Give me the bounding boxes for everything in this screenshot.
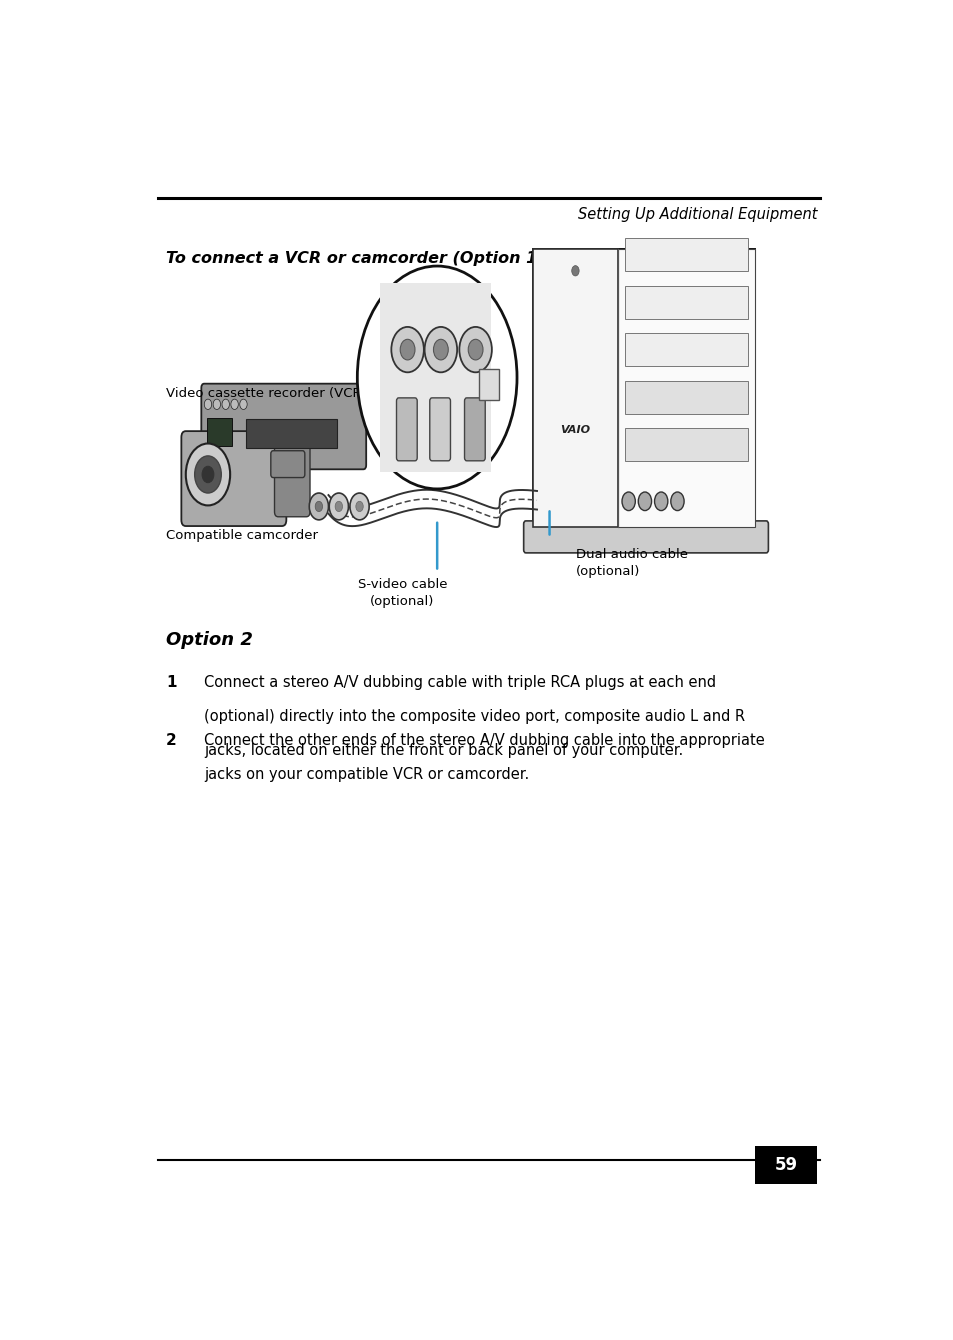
FancyBboxPatch shape xyxy=(533,248,617,527)
Circle shape xyxy=(202,466,213,482)
Text: Option 2: Option 2 xyxy=(166,631,253,649)
Circle shape xyxy=(329,493,348,520)
Circle shape xyxy=(400,339,415,360)
FancyBboxPatch shape xyxy=(274,441,310,517)
FancyBboxPatch shape xyxy=(464,398,485,461)
Circle shape xyxy=(194,456,221,493)
Circle shape xyxy=(309,493,328,520)
FancyBboxPatch shape xyxy=(533,248,755,527)
Text: VAIO: VAIO xyxy=(559,425,590,434)
Circle shape xyxy=(239,399,247,410)
Circle shape xyxy=(433,339,448,360)
Circle shape xyxy=(571,265,578,276)
Circle shape xyxy=(357,267,517,489)
Text: To connect a VCR or camcorder (Option 1): To connect a VCR or camcorder (Option 1) xyxy=(166,251,544,265)
Circle shape xyxy=(335,501,342,512)
Text: (optional) directly into the composite video port, composite audio L and R: (optional) directly into the composite v… xyxy=(204,709,744,724)
Circle shape xyxy=(638,492,651,511)
Text: 1: 1 xyxy=(166,674,176,690)
FancyBboxPatch shape xyxy=(396,398,416,461)
Text: Setting Up Additional Equipment: Setting Up Additional Equipment xyxy=(578,206,817,221)
FancyBboxPatch shape xyxy=(246,418,336,448)
Text: Connect the other ends of the stereo A/V dubbing cable into the appropriate: Connect the other ends of the stereo A/V… xyxy=(204,733,764,749)
Circle shape xyxy=(468,339,482,360)
FancyBboxPatch shape xyxy=(478,369,498,399)
FancyBboxPatch shape xyxy=(379,283,491,472)
Text: 2: 2 xyxy=(166,733,176,749)
Circle shape xyxy=(621,492,635,511)
FancyBboxPatch shape xyxy=(624,381,747,414)
Circle shape xyxy=(204,399,212,410)
Circle shape xyxy=(458,327,492,373)
Text: jacks on your compatible VCR or camcorder.: jacks on your compatible VCR or camcorde… xyxy=(204,768,529,783)
FancyBboxPatch shape xyxy=(755,1146,817,1185)
Circle shape xyxy=(670,492,683,511)
Circle shape xyxy=(213,399,220,410)
Text: 59: 59 xyxy=(774,1156,797,1174)
FancyBboxPatch shape xyxy=(207,418,233,446)
FancyBboxPatch shape xyxy=(624,239,747,271)
Circle shape xyxy=(350,493,369,520)
Circle shape xyxy=(424,327,456,373)
Text: Compatible camcorder: Compatible camcorder xyxy=(166,529,317,543)
Circle shape xyxy=(186,444,230,505)
Text: Connect a stereo A/V dubbing cable with triple RCA plugs at each end: Connect a stereo A/V dubbing cable with … xyxy=(204,674,716,690)
Circle shape xyxy=(314,501,322,512)
Circle shape xyxy=(654,492,667,511)
Text: S-video cable
(optional): S-video cable (optional) xyxy=(357,578,447,607)
FancyBboxPatch shape xyxy=(624,427,747,461)
FancyBboxPatch shape xyxy=(181,431,286,527)
Circle shape xyxy=(355,501,363,512)
Circle shape xyxy=(391,327,423,373)
Text: Video cassette recorder (VCR): Video cassette recorder (VCR) xyxy=(166,387,366,401)
FancyBboxPatch shape xyxy=(624,334,747,366)
FancyBboxPatch shape xyxy=(523,521,767,553)
FancyBboxPatch shape xyxy=(271,450,305,477)
Text: Dual audio cable
(optional): Dual audio cable (optional) xyxy=(576,548,687,578)
FancyBboxPatch shape xyxy=(429,398,450,461)
Circle shape xyxy=(231,399,238,410)
FancyBboxPatch shape xyxy=(624,285,747,319)
FancyBboxPatch shape xyxy=(617,248,755,527)
Circle shape xyxy=(222,399,229,410)
FancyBboxPatch shape xyxy=(201,383,366,469)
Text: jacks, located on either the front or back panel of your computer.: jacks, located on either the front or ba… xyxy=(204,742,682,757)
